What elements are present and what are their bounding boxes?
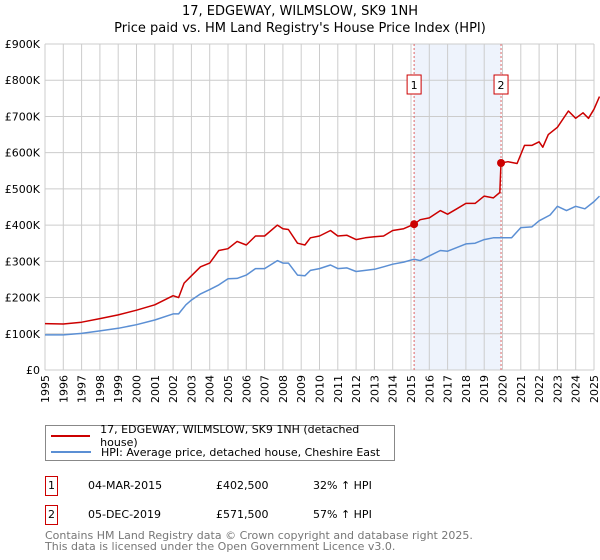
x-tick-label: 2010 — [314, 375, 327, 403]
sale-marker-label: 1 — [411, 79, 418, 92]
sale-point — [410, 220, 419, 229]
sale-date: 05-DEC-2019 — [88, 508, 162, 521]
x-tick-label: 2004 — [204, 375, 217, 403]
legend-item-property: 17, EDGEWAY, WILMSLOW, SK9 1NH (detached… — [46, 423, 394, 449]
sale-row: 2 05-DEC-2019 £571,500 57% ↑ HPI — [45, 505, 445, 527]
sale-marker-box — [406, 74, 422, 95]
x-tick-label: 2019 — [478, 375, 491, 403]
x-tick-label: 2001 — [149, 375, 162, 403]
legend-label: HPI: Average price, detached house, Ches… — [101, 445, 381, 459]
chart-title: 17, EDGEWAY, WILMSLOW, SK9 1NH — [181, 4, 419, 19]
y-tick-label: £500K — [5, 183, 41, 196]
legend: 17, EDGEWAY, WILMSLOW, SK9 1NH (detached… — [45, 423, 395, 461]
sale-price: £402,500 — [216, 479, 269, 492]
x-tick-label: 2018 — [460, 375, 473, 403]
price-chart: £0 £100K £200K £300K £400K £500K £600K £700K £80… — [5, 38, 600, 403]
x-tick-label: 1995 — [39, 375, 52, 403]
x-tick-label: 2023 — [551, 375, 564, 403]
sale-price: £571,500 — [216, 508, 269, 521]
x-tick-label: 2011 — [332, 375, 345, 403]
x-tick-label: 2005 — [222, 375, 235, 403]
x-tick-label: 2024 — [570, 375, 583, 403]
x-tick-label: 1996 — [57, 375, 70, 403]
legend-swatch-hpi — [51, 451, 91, 453]
y-tick-label: £0 — [26, 364, 40, 377]
footer-licence: This data is licensed under the Open Gov… — [45, 540, 396, 553]
x-tick-label: 2002 — [167, 375, 180, 403]
sale-badge: 1 — [45, 476, 58, 496]
y-tick-label: £100K — [5, 328, 41, 341]
hpi-line — [45, 195, 600, 336]
x-tick-label: 1998 — [94, 375, 107, 403]
x-tick-label: 2025 — [588, 375, 600, 403]
x-tick-label: 2015 — [405, 375, 418, 403]
y-tick-label: £900K — [5, 38, 41, 51]
y-tick-label: £600K — [5, 147, 41, 160]
x-tick-label: 2008 — [277, 375, 290, 403]
chart-subtitle: Price paid vs. HM Land Registry's House … — [114, 21, 486, 36]
x-tick-label: 2000 — [131, 375, 144, 403]
sale-date: 04-MAR-2015 — [88, 479, 163, 492]
x-tick-label: 2017 — [442, 375, 455, 403]
x-tick-label: 2020 — [497, 375, 510, 403]
y-tick-label: £400K — [5, 219, 41, 232]
y-tick-label: £800K — [5, 74, 41, 87]
x-tick-label: 1999 — [112, 375, 125, 403]
x-tick-label: 2014 — [387, 375, 400, 403]
x-tick-label: 1997 — [76, 375, 89, 403]
sale-marker-label: 2 — [498, 79, 505, 92]
property-price-line — [44, 96, 600, 325]
x-tick-label: 2009 — [295, 375, 308, 403]
sale-badge: 2 — [45, 505, 58, 525]
x-tick-label: 2021 — [515, 375, 528, 403]
y-tick-label: £300K — [5, 255, 41, 268]
legend-item-hpi: HPI: Average price, detached house, Ches… — [46, 444, 394, 460]
sale-hpi-change: 57% ↑ HPI — [313, 508, 372, 521]
x-tick-label: 2007 — [259, 375, 272, 403]
x-tick-label: 2003 — [185, 375, 198, 403]
legend-label: 17, EDGEWAY, WILMSLOW, SK9 1NH (detached… — [100, 423, 360, 449]
y-tick-label: £700K — [5, 110, 41, 123]
footer: Contains HM Land Registry data © Crown c… — [45, 530, 473, 552]
sale-point — [497, 158, 506, 167]
footer-copyright: Contains HM Land Registry data © Crown c… — [45, 529, 473, 542]
x-tick-label: 2022 — [533, 375, 546, 403]
sale-marker-box — [493, 74, 509, 95]
sale-row: 1 04-MAR-2015 £402,500 32% ↑ HPI — [45, 476, 445, 498]
sale-period-shade — [414, 44, 502, 370]
sale-hpi-change: 32% ↑ HPI — [313, 479, 372, 492]
y-tick-label: £200K — [5, 292, 41, 305]
legend-swatch-property — [51, 435, 91, 437]
x-tick-label: 2006 — [240, 375, 253, 403]
x-tick-label: 2016 — [423, 375, 436, 403]
x-tick-label: 2012 — [350, 375, 363, 403]
x-tick-label: 2013 — [368, 375, 381, 403]
